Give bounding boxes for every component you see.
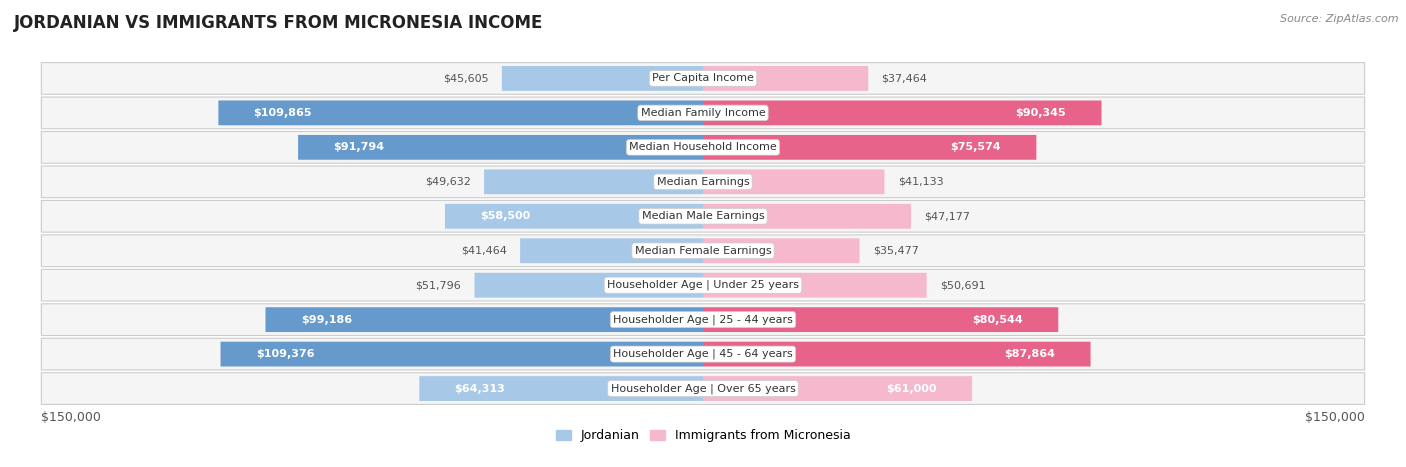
Text: $75,574: $75,574 xyxy=(950,142,1001,152)
Text: $80,544: $80,544 xyxy=(972,315,1024,325)
FancyBboxPatch shape xyxy=(484,170,703,194)
FancyBboxPatch shape xyxy=(703,238,859,263)
Text: $41,133: $41,133 xyxy=(897,177,943,187)
FancyBboxPatch shape xyxy=(703,66,869,91)
Text: $49,632: $49,632 xyxy=(425,177,471,187)
Text: Median Family Income: Median Family Income xyxy=(641,108,765,118)
FancyBboxPatch shape xyxy=(703,170,884,194)
FancyBboxPatch shape xyxy=(266,307,703,332)
FancyBboxPatch shape xyxy=(41,338,1365,370)
Text: $47,177: $47,177 xyxy=(924,211,970,221)
FancyBboxPatch shape xyxy=(444,204,703,229)
Text: Median Male Earnings: Median Male Earnings xyxy=(641,211,765,221)
Text: Householder Age | Over 65 years: Householder Age | Over 65 years xyxy=(610,383,796,394)
Text: Median Earnings: Median Earnings xyxy=(657,177,749,187)
Text: $37,464: $37,464 xyxy=(882,73,928,84)
FancyBboxPatch shape xyxy=(41,132,1365,163)
FancyBboxPatch shape xyxy=(41,269,1365,301)
FancyBboxPatch shape xyxy=(419,376,703,401)
FancyBboxPatch shape xyxy=(41,166,1365,198)
FancyBboxPatch shape xyxy=(520,238,703,263)
Text: $61,000: $61,000 xyxy=(886,383,936,394)
FancyBboxPatch shape xyxy=(41,304,1365,335)
Text: Source: ZipAtlas.com: Source: ZipAtlas.com xyxy=(1281,14,1399,24)
FancyBboxPatch shape xyxy=(475,273,703,297)
Text: Median Female Earnings: Median Female Earnings xyxy=(634,246,772,256)
FancyBboxPatch shape xyxy=(703,273,927,297)
Text: $41,464: $41,464 xyxy=(461,246,508,256)
FancyBboxPatch shape xyxy=(298,135,703,160)
Text: $35,477: $35,477 xyxy=(873,246,918,256)
FancyBboxPatch shape xyxy=(41,97,1365,129)
FancyBboxPatch shape xyxy=(703,204,911,229)
Text: $91,794: $91,794 xyxy=(333,142,384,152)
Text: $150,000: $150,000 xyxy=(41,411,101,424)
Text: $99,186: $99,186 xyxy=(301,315,352,325)
FancyBboxPatch shape xyxy=(703,100,1101,125)
Text: $45,605: $45,605 xyxy=(443,73,489,84)
FancyBboxPatch shape xyxy=(502,66,703,91)
Text: Householder Age | 25 - 44 years: Householder Age | 25 - 44 years xyxy=(613,314,793,325)
Text: $64,313: $64,313 xyxy=(454,383,505,394)
FancyBboxPatch shape xyxy=(41,373,1365,404)
Text: $51,796: $51,796 xyxy=(416,280,461,290)
FancyBboxPatch shape xyxy=(218,100,703,125)
Text: $87,864: $87,864 xyxy=(1004,349,1056,359)
FancyBboxPatch shape xyxy=(703,376,972,401)
Text: $109,865: $109,865 xyxy=(253,108,312,118)
Text: $50,691: $50,691 xyxy=(939,280,986,290)
FancyBboxPatch shape xyxy=(221,342,703,367)
Text: Householder Age | 45 - 64 years: Householder Age | 45 - 64 years xyxy=(613,349,793,359)
FancyBboxPatch shape xyxy=(703,307,1059,332)
FancyBboxPatch shape xyxy=(703,135,1036,160)
Text: $90,345: $90,345 xyxy=(1015,108,1066,118)
FancyBboxPatch shape xyxy=(703,342,1091,367)
Text: Median Household Income: Median Household Income xyxy=(628,142,778,152)
Text: $150,000: $150,000 xyxy=(1305,411,1365,424)
Text: Per Capita Income: Per Capita Income xyxy=(652,73,754,84)
FancyBboxPatch shape xyxy=(41,200,1365,232)
FancyBboxPatch shape xyxy=(41,63,1365,94)
Text: $109,376: $109,376 xyxy=(256,349,315,359)
FancyBboxPatch shape xyxy=(41,235,1365,267)
Text: $58,500: $58,500 xyxy=(481,211,530,221)
Legend: Jordanian, Immigrants from Micronesia: Jordanian, Immigrants from Micronesia xyxy=(551,425,855,447)
Text: Householder Age | Under 25 years: Householder Age | Under 25 years xyxy=(607,280,799,290)
Text: JORDANIAN VS IMMIGRANTS FROM MICRONESIA INCOME: JORDANIAN VS IMMIGRANTS FROM MICRONESIA … xyxy=(14,14,544,32)
